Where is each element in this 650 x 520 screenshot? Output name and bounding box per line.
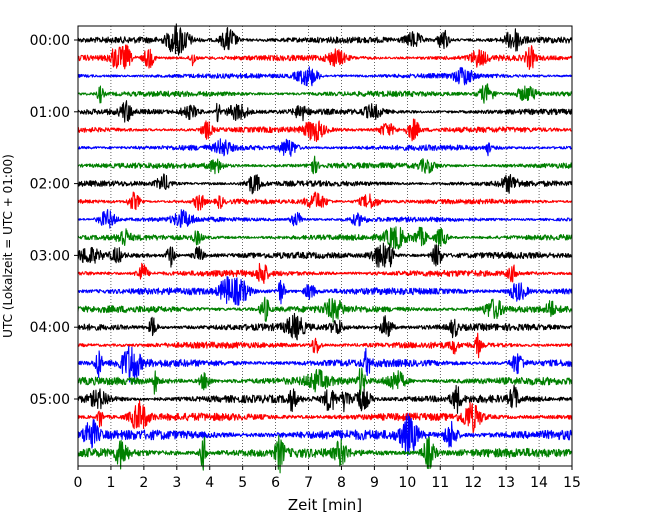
trace-row-0015 — [77, 44, 573, 70]
trace-row-0245 — [77, 226, 573, 250]
trace-row-0515 — [77, 400, 573, 434]
trace-row-0230 — [77, 209, 573, 229]
trace-row-0145 — [77, 155, 573, 175]
x-axis-label: Zeit [min] — [288, 496, 362, 514]
trace-row-0130 — [77, 138, 573, 157]
y-tick-label: 01:00 — [30, 105, 70, 121]
x-tick-label: 4 — [205, 475, 214, 491]
trace-row-0345 — [77, 296, 573, 323]
trace-row-0030 — [77, 66, 573, 87]
trace-row-0500 — [77, 384, 573, 414]
trace-row-0530 — [77, 413, 573, 456]
x-tick-label: 8 — [337, 475, 346, 491]
y-tick-label: 03:00 — [30, 248, 70, 264]
grid-lines — [110, 26, 540, 466]
trace-row-0415 — [77, 332, 573, 359]
trace-row-0215 — [77, 191, 573, 211]
x-tick-label: 9 — [370, 475, 379, 491]
y-tick-label: 00:00 — [30, 33, 70, 49]
x-tick-label: 12 — [464, 475, 482, 491]
trace-row-0100 — [77, 100, 573, 123]
x-tick-label: 5 — [238, 475, 247, 491]
y-tick-label: 05:00 — [30, 392, 70, 408]
trace-row-0000 — [77, 23, 573, 56]
y-axis-ticks: 00:00 01:00 02:00 03:00 04:00 05:00 — [30, 33, 78, 408]
trace-row-0545 — [77, 435, 573, 474]
trace-row-0045 — [77, 83, 573, 104]
y-tick-label: 04:00 — [30, 320, 70, 336]
trace-row-0330 — [77, 275, 573, 306]
x-tick-label: 15 — [563, 475, 581, 491]
x-tick-label: 3 — [172, 475, 181, 491]
x-tick-label: 13 — [497, 475, 515, 491]
x-tick-label: 11 — [431, 475, 449, 491]
x-tick-label: 10 — [398, 475, 416, 491]
y-axis-label: UTC (Lokalzeit = UTC + 01:00) — [1, 154, 15, 338]
trace-row-0300 — [77, 242, 573, 268]
trace-row-0430 — [77, 345, 573, 384]
x-tick-label: 6 — [271, 475, 280, 491]
x-tick-label: 1 — [106, 475, 115, 491]
trace-row-0200 — [77, 173, 573, 195]
trace-row-0315 — [77, 262, 573, 284]
x-tick-label: 14 — [530, 475, 548, 491]
trace-row-0400 — [77, 312, 573, 341]
plot-frame — [77, 25, 573, 467]
x-axis-ticks: 0 1 2 3 4 5 6 7 8 9 10 11 12 13 14 15 — [74, 466, 581, 491]
x-tick-label: 2 — [139, 475, 148, 491]
x-tick-label: 0 — [74, 475, 83, 491]
trace-row-0445 — [77, 367, 573, 396]
seismic-traces — [77, 23, 573, 474]
trace-row-0115 — [77, 118, 573, 142]
x-tick-label: 7 — [304, 475, 313, 491]
y-tick-label: 02:00 — [30, 177, 70, 193]
